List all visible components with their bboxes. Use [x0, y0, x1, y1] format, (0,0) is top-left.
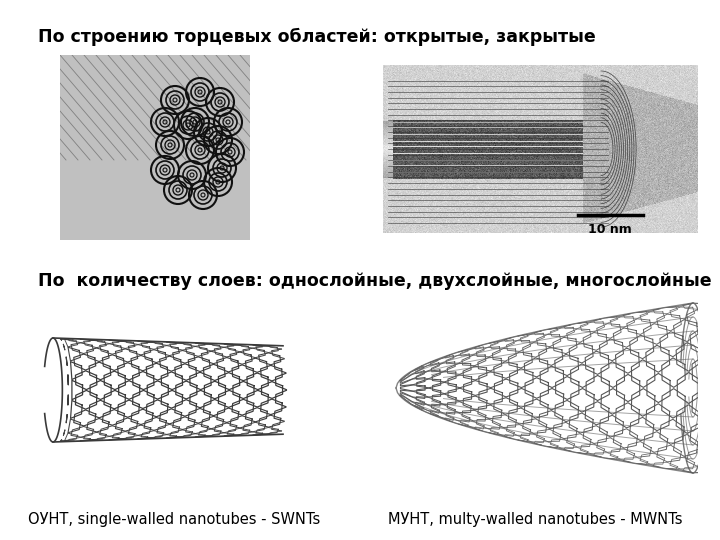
Text: По  количеству слоев: однослойные, двухслойные, многослойные: По количеству слоев: однослойные, двухсл… [38, 272, 711, 290]
Text: ОУНТ, single-walled nanotubes - SWNTs: ОУНТ, single-walled nanotubes - SWNTs [28, 512, 320, 527]
Text: 10 nm: 10 nm [588, 223, 632, 236]
Text: МУНТ, multy-walled nanotubes - MWNTs: МУНТ, multy-walled nanotubes - MWNTs [388, 512, 683, 527]
Text: По строению торцевых областей: открытые, закрытые: По строению торцевых областей: открытые,… [38, 28, 595, 46]
